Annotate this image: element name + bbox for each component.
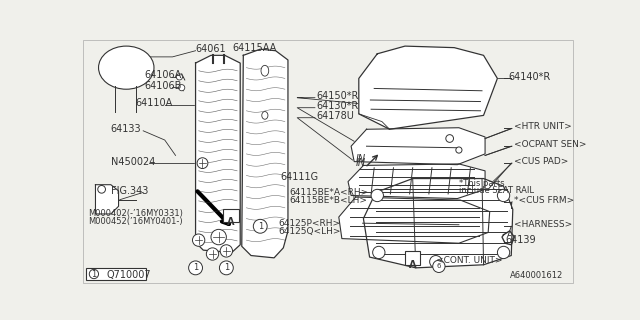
Text: 64178U: 64178U [316, 111, 355, 121]
Text: 64115AA: 64115AA [232, 43, 276, 52]
Text: 64133: 64133 [111, 124, 141, 134]
Text: <HARNESS>: <HARNESS> [513, 220, 572, 229]
Polygon shape [351, 128, 485, 165]
FancyBboxPatch shape [405, 251, 420, 265]
Text: 64111G: 64111G [280, 172, 318, 182]
Text: 64150*R: 64150*R [316, 91, 359, 101]
Text: A: A [227, 217, 235, 228]
Text: *<CUS FRM>: *<CUS FRM> [513, 196, 574, 204]
Text: 1: 1 [224, 263, 229, 272]
Circle shape [372, 246, 385, 259]
Ellipse shape [261, 65, 269, 76]
Circle shape [220, 261, 234, 275]
Text: M000452(’16MY0401-): M000452(’16MY0401-) [88, 217, 182, 226]
Text: <CUS PAD>: <CUS PAD> [513, 157, 568, 166]
Text: *This parts: *This parts [459, 179, 504, 188]
Text: IN: IN [356, 158, 366, 168]
Text: IN: IN [356, 154, 366, 164]
Circle shape [90, 269, 99, 279]
Ellipse shape [99, 46, 154, 89]
Text: 64115BE*A<RH>: 64115BE*A<RH> [289, 188, 369, 197]
Text: 64115BE*B<LH>: 64115BE*B<LH> [289, 196, 367, 205]
FancyBboxPatch shape [223, 209, 239, 222]
Circle shape [211, 229, 227, 245]
Text: 64106A: 64106A [145, 70, 182, 80]
Text: 64110A: 64110A [136, 98, 173, 108]
Polygon shape [364, 179, 513, 268]
Circle shape [371, 189, 383, 202]
Circle shape [497, 246, 509, 259]
Text: include SEAT RAIL: include SEAT RAIL [459, 186, 534, 195]
Ellipse shape [262, 112, 268, 119]
Text: 1: 1 [193, 263, 198, 272]
Circle shape [497, 189, 509, 202]
Polygon shape [242, 49, 288, 258]
Text: 64130*R: 64130*R [316, 101, 358, 111]
Circle shape [176, 74, 182, 80]
Circle shape [446, 135, 454, 142]
FancyBboxPatch shape [86, 268, 147, 280]
Text: 64139: 64139 [505, 235, 536, 245]
Text: 64106B: 64106B [145, 81, 182, 91]
Circle shape [179, 84, 185, 91]
Polygon shape [95, 185, 118, 214]
Circle shape [429, 256, 442, 268]
Text: 64061: 64061 [196, 44, 226, 54]
Text: A640001612: A640001612 [509, 271, 563, 280]
Text: Q710007: Q710007 [106, 270, 151, 280]
Text: <OCPANT SEN>: <OCPANT SEN> [513, 140, 586, 149]
Polygon shape [339, 197, 490, 243]
Text: N450024: N450024 [111, 156, 156, 167]
Polygon shape [196, 55, 240, 252]
Text: M000402(-’16MY0331): M000402(-’16MY0331) [88, 210, 182, 219]
Polygon shape [348, 164, 485, 198]
Text: 1: 1 [258, 222, 263, 231]
Circle shape [206, 248, 219, 260]
Text: <HTR UNIT>: <HTR UNIT> [513, 123, 572, 132]
Circle shape [456, 147, 462, 153]
Circle shape [220, 245, 232, 257]
Circle shape [189, 261, 202, 275]
Text: FIG.343: FIG.343 [111, 186, 148, 196]
Text: 6: 6 [436, 263, 441, 269]
Circle shape [98, 186, 106, 193]
Circle shape [253, 219, 267, 233]
Text: A: A [409, 260, 417, 270]
Text: <CONT. UNIT>: <CONT. UNIT> [436, 256, 502, 265]
Circle shape [193, 234, 205, 246]
Text: 64125Q<LH>: 64125Q<LH> [278, 227, 340, 236]
Polygon shape [359, 46, 497, 129]
Text: 1: 1 [92, 269, 97, 278]
Text: 64125P<RH>: 64125P<RH> [278, 219, 340, 228]
Text: 64140*R: 64140*R [508, 72, 550, 82]
Circle shape [433, 260, 445, 273]
Circle shape [197, 158, 208, 169]
